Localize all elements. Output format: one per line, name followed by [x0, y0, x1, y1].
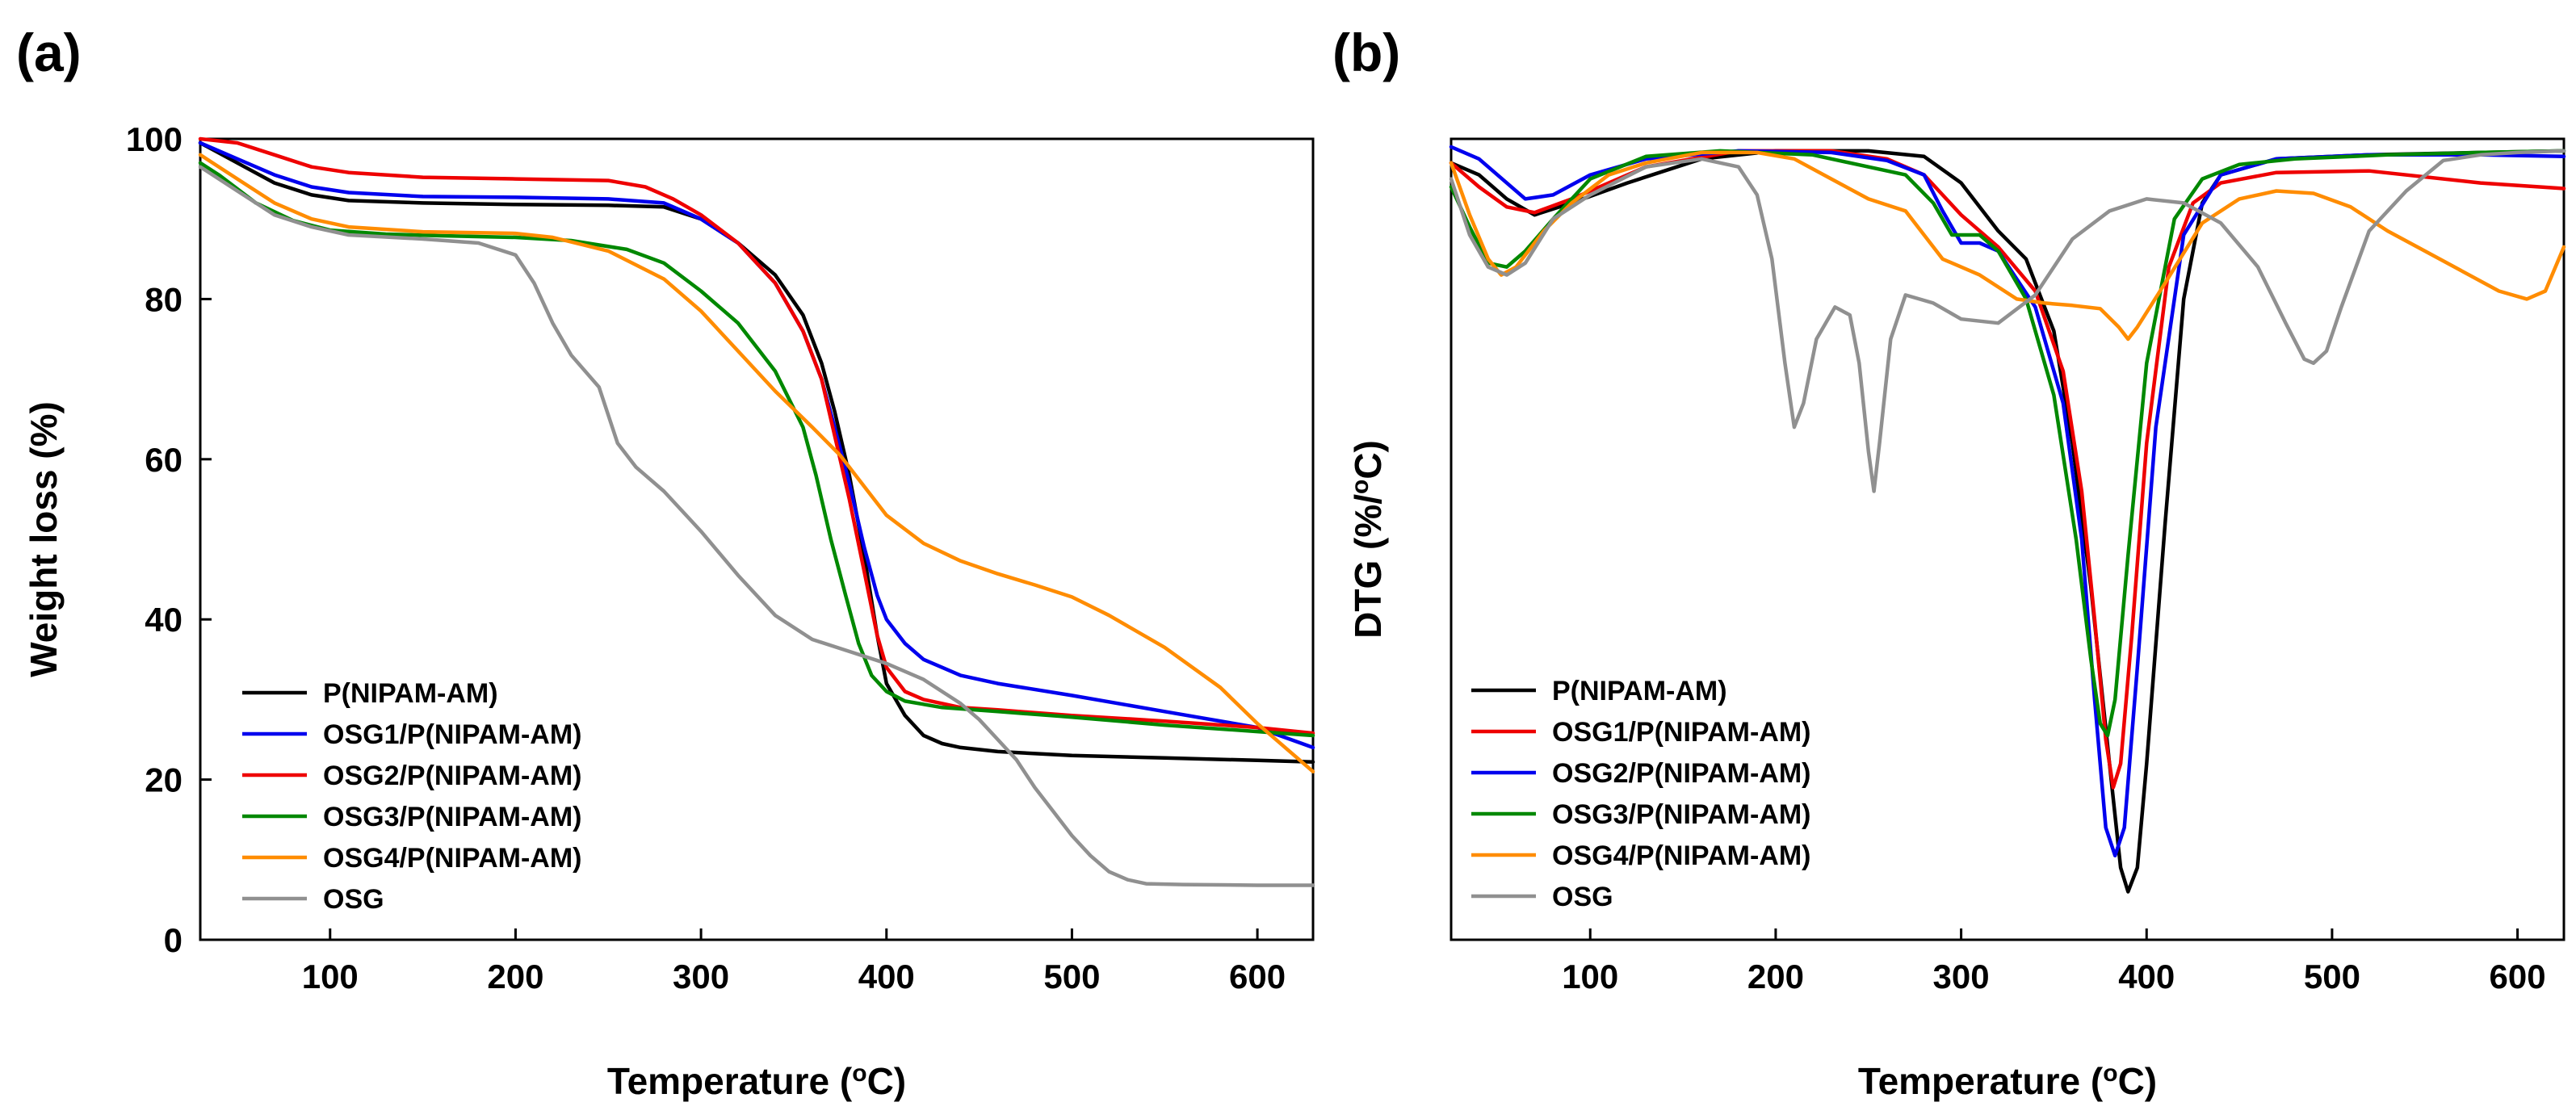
series-line-osg3-p-nipam-am: [1449, 149, 2566, 738]
panel-a-series-group: [198, 136, 1315, 887]
legend-label-osg3-p-nipam-am: OSG3/P(NIPAM-AM): [1552, 799, 1810, 830]
panel-a-axes: 100 200 300 400 500 600 0 20 40 60 80 100: [126, 120, 1286, 995]
x-tick-label: 600: [1229, 958, 1286, 995]
legend-label-osg1-p-nipam-am: OSG1/P(NIPAM-AM): [323, 719, 581, 750]
y-tick-label: 100: [126, 120, 183, 158]
x-tick-label: 300: [673, 958, 729, 995]
panel-b-series-group: [1449, 145, 2566, 894]
series-line-osg: [198, 165, 1315, 887]
panel-b-label: (b): [1332, 23, 1400, 82]
legend-label-osg: OSG: [323, 884, 384, 915]
legend-label-osg2-p-nipam-am: OSG2/P(NIPAM-AM): [323, 761, 581, 791]
panel-b-plot-frame: [1450, 137, 2566, 941]
panel-b-x-axis-title: Temperature (oC): [1858, 1060, 2157, 1102]
x-tick-label: 400: [2118, 958, 2175, 995]
panel-a-label: (a): [16, 23, 82, 82]
legend-label-osg2-p-nipam-am: OSG2/P(NIPAM-AM): [1552, 758, 1810, 789]
y-tick-label: 60: [145, 441, 183, 479]
y-tick-label: 20: [145, 761, 183, 799]
legend-label-p-nipam-am: P(NIPAM-AM): [323, 678, 498, 709]
panel-b-axes: 100 200 300 400 500 600: [1562, 928, 2546, 995]
panel-a-legend: P(NIPAM-AM) OSG1/P(NIPAM-AM) OSG2/P(NIPAM-…: [242, 678, 581, 915]
legend-label-osg3-p-nipam-am: OSG3/P(NIPAM-AM): [323, 802, 581, 832]
x-tick-label: 100: [302, 958, 359, 995]
x-tick-label: 600: [2490, 958, 2546, 995]
x-tick-label: 500: [1043, 958, 1100, 995]
panel-b-y-axis-title: DTG (%/oC): [1347, 440, 1389, 639]
y-tick-label: 0: [164, 921, 183, 959]
x-tick-label: 500: [2304, 958, 2360, 995]
series-line-osg: [1449, 149, 2566, 493]
legend-label-osg: OSG: [1552, 882, 1613, 912]
x-tick-label: 200: [1747, 958, 1804, 995]
legend-label-osg4-p-nipam-am: OSG4/P(NIPAM-AM): [323, 843, 581, 874]
series-line-osg3-p-nipam-am: [198, 161, 1315, 738]
x-tick-label: 300: [1933, 958, 1990, 995]
panel-b-legend: P(NIPAM-AM) OSG1/P(NIPAM-AM) OSG2/P(NIPAM-…: [1471, 676, 1810, 912]
panel-a-x-axis-title: Temperature (oC): [607, 1060, 906, 1102]
y-tick-label: 40: [145, 601, 183, 639]
legend-label-p-nipam-am: P(NIPAM-AM): [1552, 676, 1727, 706]
series-line-osg2-p-nipam-am: [1449, 145, 2566, 858]
series-line-p-nipam-am: [198, 140, 1315, 765]
x-tick-label: 100: [1562, 958, 1618, 995]
y-tick-label: 80: [145, 280, 183, 318]
x-tick-label: 200: [487, 958, 543, 995]
series-line-osg1-p-nipam-am: [1449, 149, 2566, 790]
legend-label-osg1-p-nipam-am: OSG1/P(NIPAM-AM): [1552, 717, 1810, 748]
panel-a-plot-frame: [199, 137, 1315, 941]
panel-a-y-axis-title: Weight loss (%): [23, 401, 65, 677]
series-line-osg4-p-nipam-am: [198, 153, 1315, 773]
x-tick-label: 400: [858, 958, 915, 995]
series-line-osg4-p-nipam-am: [1449, 150, 2566, 342]
legend-label-osg4-p-nipam-am: OSG4/P(NIPAM-AM): [1552, 840, 1810, 871]
